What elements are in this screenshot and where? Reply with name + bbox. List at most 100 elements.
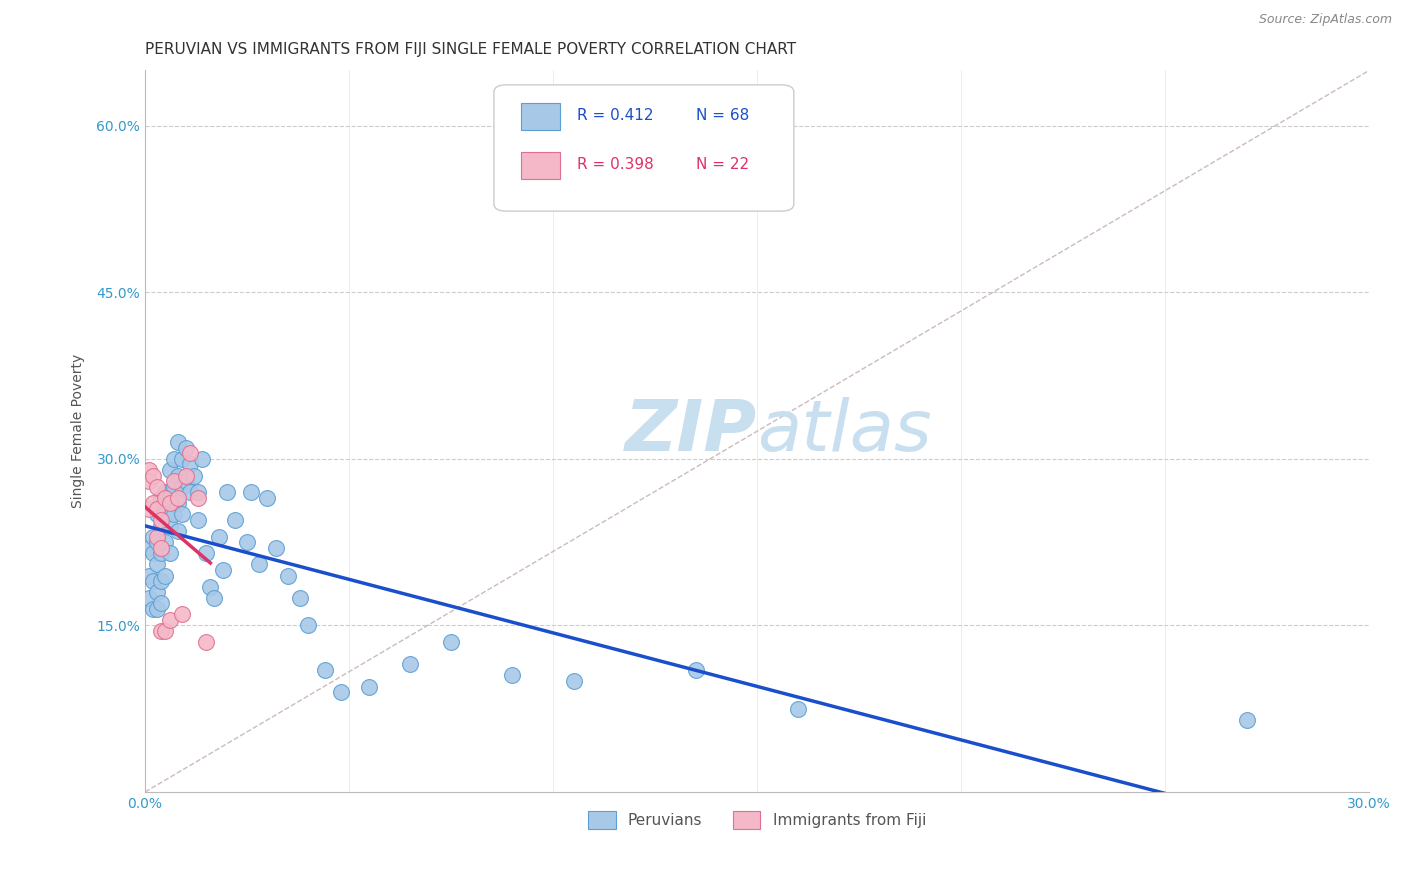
Peruvians bbox=[329, 685, 352, 699]
Text: atlas: atlas bbox=[756, 397, 932, 466]
Peruvians bbox=[211, 563, 233, 577]
Peruvians bbox=[501, 668, 523, 682]
Peruvians bbox=[159, 546, 181, 560]
Peruvians bbox=[195, 546, 218, 560]
FancyBboxPatch shape bbox=[494, 85, 794, 211]
Peruvians bbox=[155, 568, 177, 582]
Immigrants from Fiji bbox=[146, 502, 169, 516]
Immigrants from Fiji bbox=[146, 480, 169, 494]
Text: N = 22: N = 22 bbox=[696, 158, 749, 172]
Peruvians bbox=[685, 663, 707, 677]
Peruvians bbox=[247, 558, 270, 572]
Peruvians bbox=[166, 468, 188, 483]
Peruvians bbox=[166, 496, 188, 510]
Peruvians bbox=[562, 673, 585, 688]
Peruvians bbox=[215, 485, 238, 500]
Peruvians bbox=[187, 513, 209, 527]
Immigrants from Fiji bbox=[138, 463, 160, 477]
Peruvians bbox=[159, 491, 181, 505]
Immigrants from Fiji bbox=[150, 541, 173, 555]
Immigrants from Fiji bbox=[138, 474, 160, 488]
Peruvians bbox=[159, 518, 181, 533]
Immigrants from Fiji bbox=[163, 474, 186, 488]
Peruvians bbox=[138, 591, 160, 605]
Peruvians bbox=[207, 530, 229, 544]
Text: N = 68: N = 68 bbox=[696, 109, 749, 123]
Text: R = 0.398: R = 0.398 bbox=[578, 158, 654, 172]
Peruvians bbox=[240, 485, 263, 500]
Peruvians bbox=[170, 508, 193, 522]
Peruvians bbox=[142, 602, 165, 616]
Peruvians bbox=[174, 441, 197, 455]
Text: PERUVIAN VS IMMIGRANTS FROM FIJI SINGLE FEMALE POVERTY CORRELATION CHART: PERUVIAN VS IMMIGRANTS FROM FIJI SINGLE … bbox=[145, 42, 796, 57]
Text: Source: ZipAtlas.com: Source: ZipAtlas.com bbox=[1258, 13, 1392, 27]
Immigrants from Fiji bbox=[195, 635, 218, 649]
Immigrants from Fiji bbox=[138, 502, 160, 516]
Peruvians bbox=[146, 558, 169, 572]
Immigrants from Fiji bbox=[179, 446, 201, 460]
Peruvians bbox=[163, 452, 186, 467]
Peruvians bbox=[200, 580, 222, 594]
Peruvians bbox=[170, 452, 193, 467]
Peruvians bbox=[170, 480, 193, 494]
Peruvians bbox=[256, 491, 278, 505]
Peruvians bbox=[359, 680, 381, 694]
Immigrants from Fiji bbox=[187, 491, 209, 505]
Peruvians bbox=[150, 574, 173, 588]
Peruvians bbox=[277, 568, 299, 582]
Peruvians bbox=[138, 568, 160, 582]
Peruvians bbox=[1236, 713, 1258, 727]
Peruvians bbox=[138, 541, 160, 555]
Peruvians bbox=[183, 468, 205, 483]
Peruvians bbox=[187, 485, 209, 500]
Peruvians bbox=[163, 480, 186, 494]
FancyBboxPatch shape bbox=[520, 152, 560, 179]
Peruvians bbox=[142, 530, 165, 544]
Peruvians bbox=[236, 535, 259, 549]
Peruvians bbox=[142, 546, 165, 560]
Peruvians bbox=[155, 485, 177, 500]
Peruvians bbox=[174, 474, 197, 488]
Peruvians bbox=[166, 524, 188, 538]
Immigrants from Fiji bbox=[159, 613, 181, 627]
Peruvians bbox=[150, 491, 173, 505]
Immigrants from Fiji bbox=[150, 624, 173, 638]
Peruvians bbox=[150, 546, 173, 560]
Peruvians bbox=[166, 435, 188, 450]
Peruvians bbox=[179, 485, 201, 500]
Peruvians bbox=[155, 508, 177, 522]
Peruvians bbox=[163, 508, 186, 522]
Immigrants from Fiji bbox=[155, 491, 177, 505]
Peruvians bbox=[440, 635, 463, 649]
Peruvians bbox=[288, 591, 311, 605]
Peruvians bbox=[150, 596, 173, 610]
FancyBboxPatch shape bbox=[520, 103, 560, 130]
Immigrants from Fiji bbox=[170, 607, 193, 622]
Peruvians bbox=[159, 463, 181, 477]
Peruvians bbox=[297, 618, 319, 632]
Peruvians bbox=[142, 574, 165, 588]
Text: R = 0.412: R = 0.412 bbox=[578, 109, 654, 123]
Immigrants from Fiji bbox=[166, 491, 188, 505]
Immigrants from Fiji bbox=[159, 496, 181, 510]
Peruvians bbox=[191, 452, 214, 467]
Immigrants from Fiji bbox=[174, 468, 197, 483]
Peruvians bbox=[146, 508, 169, 522]
Peruvians bbox=[150, 518, 173, 533]
Immigrants from Fiji bbox=[142, 468, 165, 483]
Peruvians bbox=[146, 602, 169, 616]
Peruvians bbox=[264, 541, 287, 555]
Y-axis label: Single Female Poverty: Single Female Poverty bbox=[72, 354, 86, 508]
Peruvians bbox=[155, 535, 177, 549]
Peruvians bbox=[224, 513, 246, 527]
Peruvians bbox=[314, 663, 336, 677]
Text: ZIP: ZIP bbox=[624, 397, 756, 466]
Peruvians bbox=[787, 702, 810, 716]
Peruvians bbox=[179, 458, 201, 472]
Immigrants from Fiji bbox=[155, 624, 177, 638]
Immigrants from Fiji bbox=[142, 496, 165, 510]
Peruvians bbox=[146, 535, 169, 549]
Immigrants from Fiji bbox=[146, 530, 169, 544]
Peruvians bbox=[204, 591, 226, 605]
Peruvians bbox=[399, 657, 422, 672]
